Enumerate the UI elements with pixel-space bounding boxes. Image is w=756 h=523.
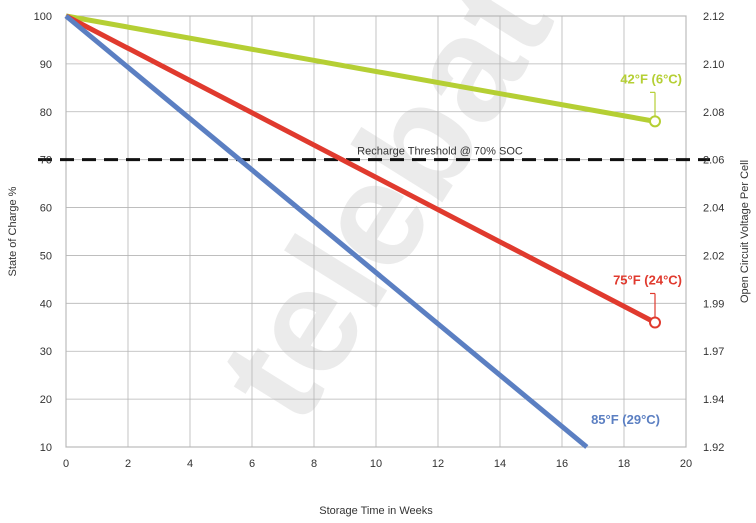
y-axis-title: State of Charge %: [7, 186, 19, 276]
series-line-2: [64, 14, 589, 449]
series-end-marker: [649, 115, 661, 128]
y2-tick-label: 1.94: [703, 394, 724, 406]
x-tick-label: 16: [556, 458, 568, 470]
y-tick-label: 60: [40, 203, 52, 215]
series-label: 85°F (29°C): [591, 412, 660, 427]
x-tick-label: 14: [494, 458, 506, 470]
y-tick-label: 100: [34, 11, 52, 23]
y-tick-label: 10: [40, 442, 52, 454]
y2-tick-label: 1.97: [703, 346, 724, 358]
axis-layer: 0 2 4 6 8 10 12 14 16 18 20 10 1.92 20 1.94 30 1.97 40 1.9…: [7, 11, 751, 517]
x-tick-label: 20: [680, 458, 692, 470]
y-tick-label: 50: [40, 250, 52, 262]
series-label: 75°F (24°C): [613, 272, 682, 287]
x-tick-label: 6: [249, 458, 255, 470]
y2-axis-title: Open Circuit Voltage Per Cell: [739, 160, 751, 303]
y-tick-label: 90: [40, 59, 52, 71]
y2-tick-label: 2.10: [703, 59, 724, 71]
watermark-layer: telebat: [185, 0, 584, 447]
watermark-text: telebat: [185, 0, 584, 447]
y-tick-label: 20: [40, 394, 52, 406]
series-end-marker: [649, 316, 661, 329]
y2-tick-label: 2.12: [703, 11, 724, 23]
x-tick-label: 18: [618, 458, 630, 470]
x-tick-label: 12: [432, 458, 444, 470]
x-axis-title: Storage Time in Weeks: [319, 505, 433, 517]
y2-tick-label: 2.06: [703, 155, 724, 167]
series-label: 42°F (6°C): [620, 71, 682, 86]
threshold-layer: Recharge Threshold @ 70% SOC: [38, 146, 710, 162]
x-tick-label: 10: [370, 458, 382, 470]
series-line-1: [64, 13, 657, 325]
grid-layer: [65, 15, 687, 448]
label-layer: 42°F (6°C) 75°F (24°C) 85°F (29°C): [591, 71, 682, 427]
x-tick-label: 0: [63, 458, 69, 470]
x-tick-label: 4: [187, 458, 193, 470]
y2-tick-label: 1.99: [703, 298, 724, 310]
y2-tick-label: 2.08: [703, 107, 724, 119]
x-tick-label: 8: [311, 458, 317, 470]
recharge-threshold-label: Recharge Threshold @ 70% SOC: [357, 146, 523, 158]
series-layer: [64, 13, 657, 449]
y2-tick-label: 2.02: [703, 250, 724, 262]
x-tick-label: 2: [125, 458, 131, 470]
y-tick-label: 40: [40, 298, 52, 310]
y-tick-label: 70: [40, 155, 52, 167]
y2-tick-label: 2.04: [703, 203, 724, 215]
series-line-0: [65, 13, 656, 124]
y2-tick-label: 1.92: [703, 442, 724, 454]
y-tick-label: 80: [40, 107, 52, 119]
y-tick-label: 30: [40, 346, 52, 358]
